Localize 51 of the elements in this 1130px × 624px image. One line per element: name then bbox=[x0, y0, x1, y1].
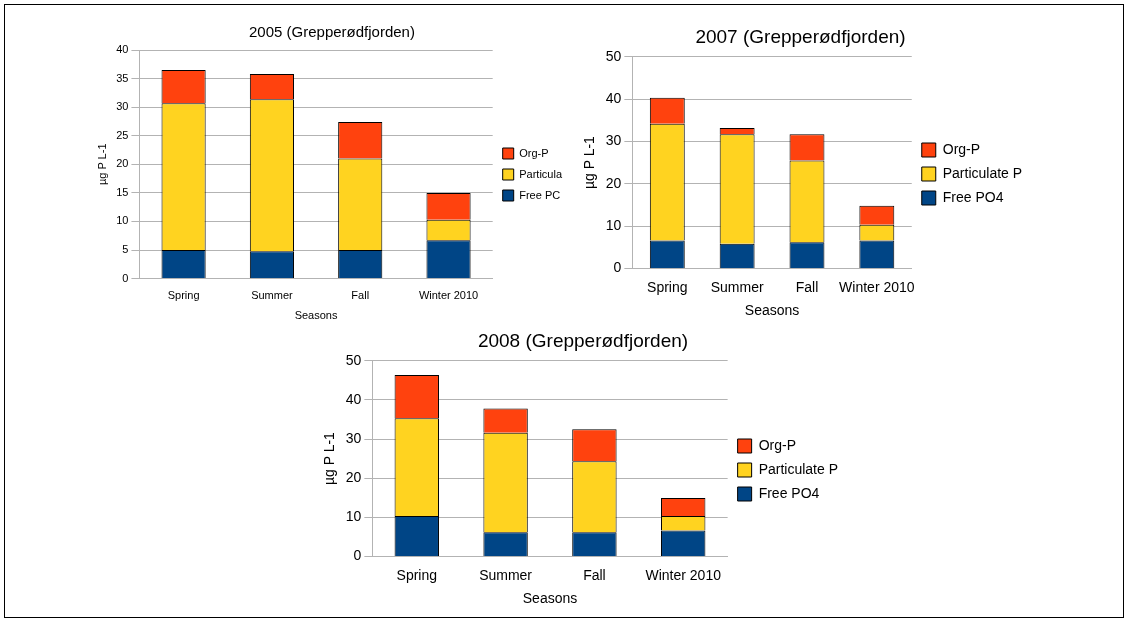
legend-label: Free PC bbox=[519, 188, 561, 201]
x-tick-label: Winter 2010 bbox=[645, 566, 722, 583]
y-tick-label: 0 bbox=[353, 547, 362, 564]
y-tick-label: 50 bbox=[605, 47, 622, 64]
x-tick-label: Winter 2010 bbox=[418, 289, 479, 302]
y-tick-label: 40 bbox=[605, 89, 622, 106]
y-tick-label: 30 bbox=[116, 100, 129, 113]
legend-label: Particulate P bbox=[758, 460, 838, 477]
y-tick-label: 25 bbox=[116, 128, 129, 141]
x-axis-title: Seasons bbox=[294, 309, 338, 322]
y-axis-title: µg P L-1 bbox=[95, 143, 108, 186]
x-tick-label: Fall bbox=[583, 566, 606, 583]
x-tick-label: Summer bbox=[479, 566, 533, 583]
y-tick-label: 50 bbox=[345, 351, 362, 368]
y-tick-label: 0 bbox=[122, 271, 129, 284]
legend-label: Free PO4 bbox=[942, 188, 1004, 205]
x-axis-title: Seasons bbox=[522, 590, 578, 607]
x-tick-label: Winter 2010 bbox=[839, 278, 915, 295]
y-tick-label: 40 bbox=[116, 43, 129, 56]
y-tick-label: 5 bbox=[122, 243, 129, 256]
legend-label: Particulate P bbox=[942, 164, 1023, 181]
legend-label: Free PO4 bbox=[758, 484, 820, 501]
x-tick-label: Spring bbox=[647, 278, 688, 295]
chart-title: 2007 (Grepperødfjorden) bbox=[695, 25, 906, 47]
legend-label: Org-P bbox=[942, 140, 981, 157]
y-tick-label: 30 bbox=[605, 132, 622, 149]
x-tick-label: Summer bbox=[710, 278, 764, 295]
y-tick-label: 20 bbox=[116, 157, 129, 170]
y-tick-label: 30 bbox=[345, 429, 362, 446]
y-tick-label: 15 bbox=[116, 185, 129, 198]
x-axis-title: Seasons bbox=[744, 302, 800, 319]
y-tick-label: 10 bbox=[116, 214, 129, 227]
y-tick-label: 20 bbox=[345, 469, 362, 486]
x-tick-label: Fall bbox=[795, 278, 819, 295]
y-tick-label: 35 bbox=[116, 71, 129, 84]
legend-label: Org-P bbox=[519, 146, 549, 159]
y-axis-title: µg P L-1 bbox=[321, 431, 338, 486]
chart-title: 2005 (Grepperødfjorden) bbox=[249, 23, 415, 41]
x-tick-label: Summer bbox=[251, 289, 294, 302]
x-tick-label: Fall bbox=[351, 289, 370, 302]
y-axis-title: µg P L-1 bbox=[581, 135, 598, 190]
y-tick-label: 10 bbox=[605, 216, 622, 233]
legend-label: Org-P bbox=[758, 436, 796, 453]
x-tick-label: Spring bbox=[167, 289, 200, 302]
x-tick-label: Spring bbox=[396, 566, 438, 583]
y-tick-label: 40 bbox=[345, 390, 362, 407]
y-tick-label: 20 bbox=[605, 174, 622, 191]
legend-label: Particula bbox=[519, 167, 563, 180]
y-tick-label: 10 bbox=[345, 508, 362, 525]
y-tick-label: 0 bbox=[613, 259, 622, 276]
chart-title: 2008 (Grepperødfjorden) bbox=[477, 329, 689, 351]
